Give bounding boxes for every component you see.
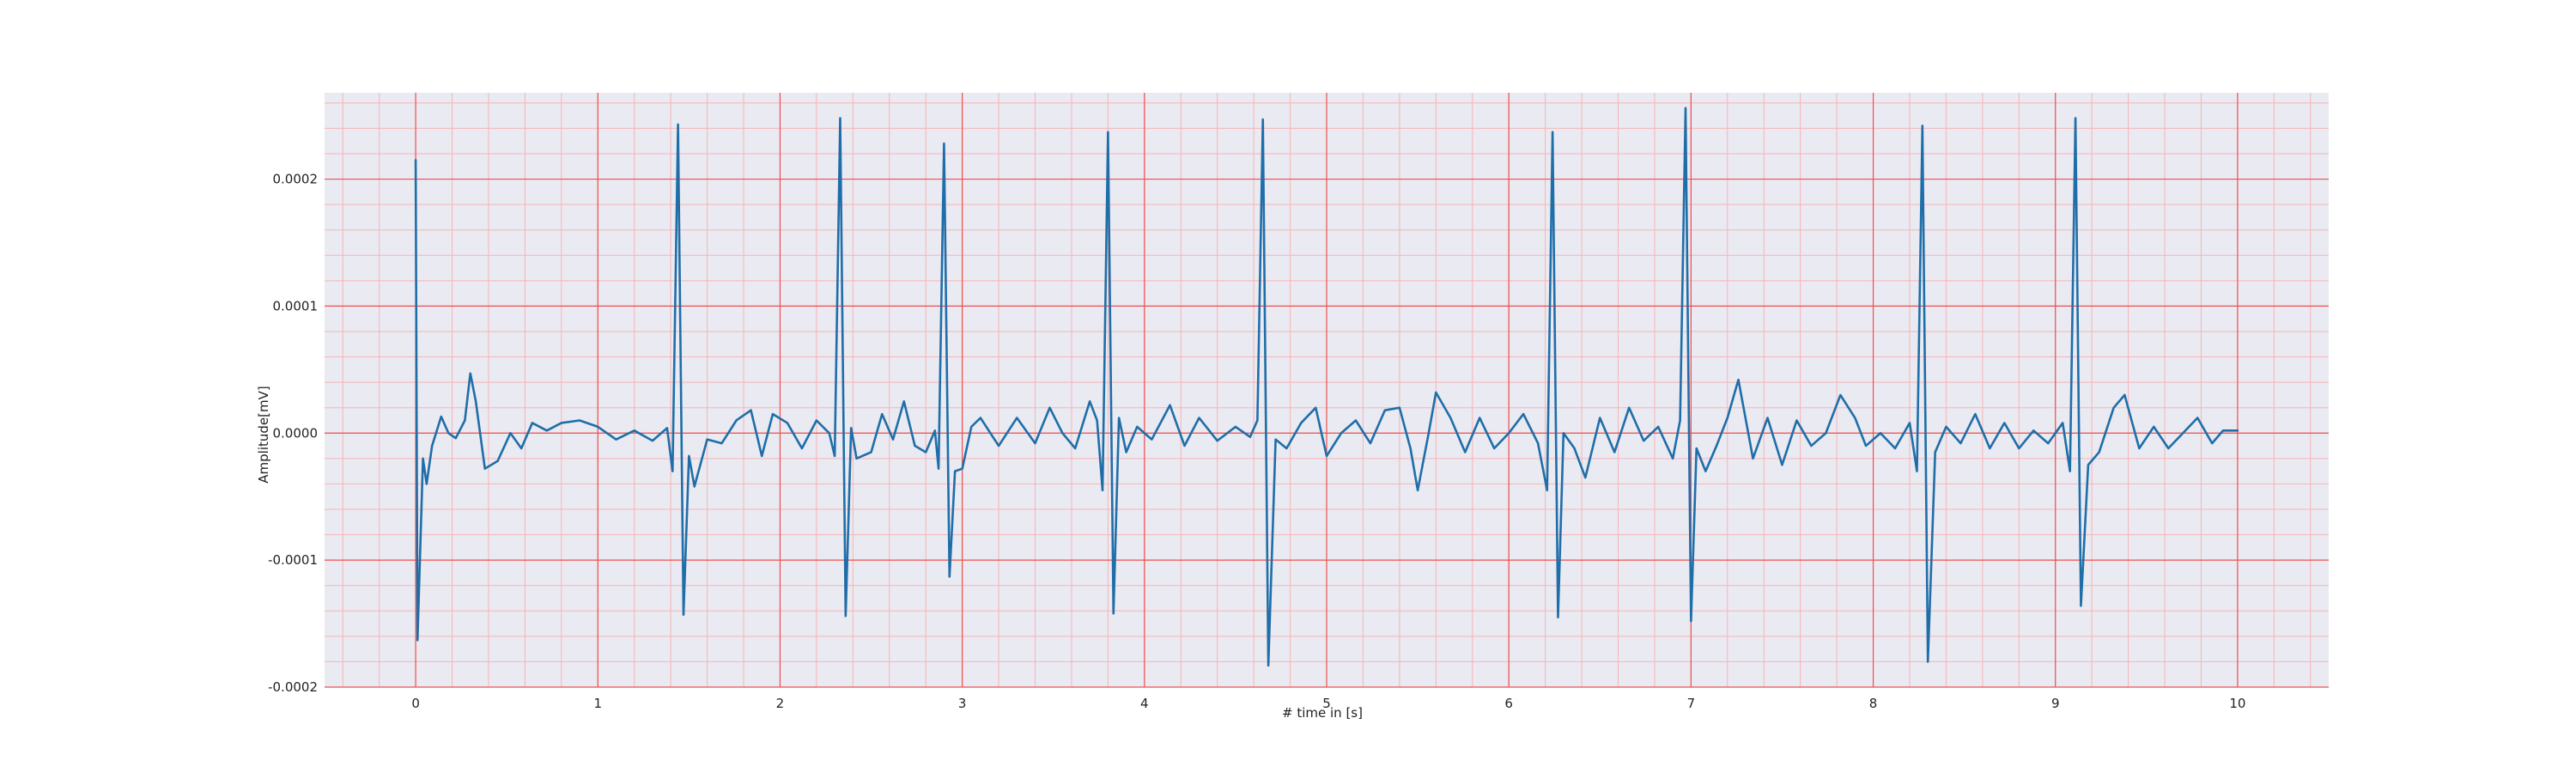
x-tick-label: 5 <box>1322 696 1331 711</box>
x-tick-label: 4 <box>1140 696 1149 711</box>
x-tick-label: 10 <box>2229 696 2245 711</box>
y-tick-label: -0.0001 <box>268 552 318 568</box>
x-axis-ticks: 0 1 2 3 4 5 6 7 8 9 10 <box>411 696 2245 711</box>
x-tick-label: 8 <box>1869 696 1878 711</box>
y-tick-label: 0.0002 <box>273 172 319 187</box>
x-tick-label: 0 <box>411 696 420 711</box>
series-layer <box>414 107 2239 667</box>
major-grid <box>325 93 2329 688</box>
x-tick-label: 1 <box>593 696 602 711</box>
x-tick-label: 3 <box>958 696 967 711</box>
x-tick-label: 9 <box>2051 696 2060 711</box>
x-tick-label: 6 <box>1504 696 1513 711</box>
x-axis-title: # time in [s] <box>1282 705 1363 721</box>
x-tick-label: 2 <box>776 696 785 711</box>
ecg-series-line <box>414 107 2239 667</box>
y-tick-label: -0.0002 <box>268 679 318 695</box>
y-tick-label: 0.0001 <box>273 298 319 313</box>
y-axis-ticks: -0.0002 -0.0001 0.0000 0.0001 0.0002 <box>268 172 318 695</box>
y-tick-label: 0.0000 <box>273 425 319 441</box>
y-axis-title: Amplitude[mV] <box>256 386 271 483</box>
x-tick-label: 7 <box>1687 696 1696 711</box>
